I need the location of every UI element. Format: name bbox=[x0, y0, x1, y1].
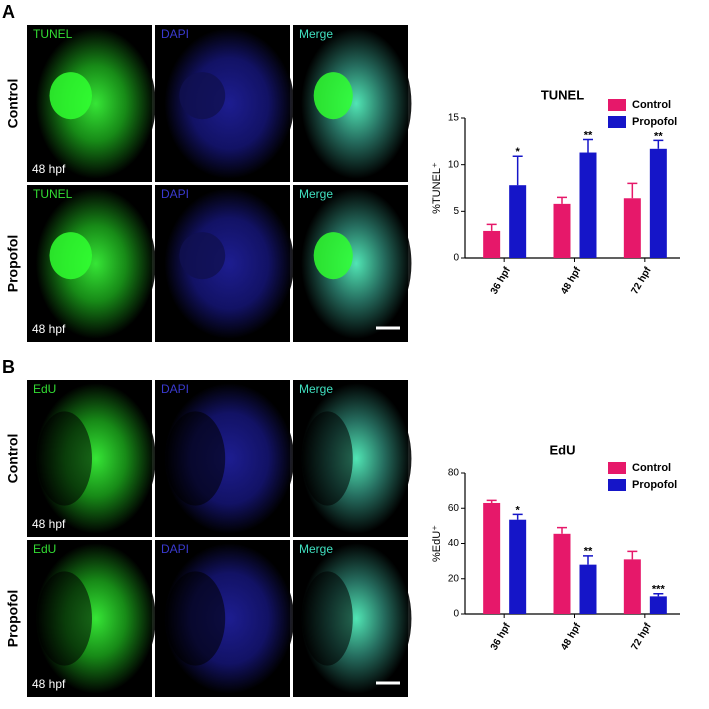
panel-letter: B bbox=[2, 357, 15, 377]
error-bar bbox=[486, 223, 497, 231]
y-tick-label: 80 bbox=[448, 468, 460, 479]
micrograph-lens bbox=[179, 232, 226, 280]
error-bar bbox=[486, 499, 497, 503]
significance-label: ** bbox=[654, 130, 663, 142]
y-tick-label: 40 bbox=[448, 538, 460, 549]
bar bbox=[509, 519, 527, 614]
bar bbox=[649, 596, 667, 614]
micrograph-tissue bbox=[35, 188, 156, 339]
significance-label: ** bbox=[584, 129, 593, 141]
micrograph-lens bbox=[49, 232, 92, 280]
error-bar bbox=[512, 155, 523, 186]
significance-label: * bbox=[516, 504, 521, 516]
image-label: Merge bbox=[299, 187, 333, 201]
stage-label: 48 hpf bbox=[32, 322, 66, 336]
micrograph-tissue bbox=[301, 28, 412, 179]
bar bbox=[553, 533, 571, 614]
error-bar bbox=[653, 592, 664, 597]
image-label: DAPI bbox=[161, 27, 189, 41]
panel-letter: A bbox=[2, 2, 15, 22]
row-label: Propofol bbox=[5, 235, 21, 293]
significance-label: ** bbox=[584, 546, 593, 558]
legend-label: Propofol bbox=[632, 116, 677, 128]
image-label: Merge bbox=[299, 382, 333, 396]
y-tick-label: 0 bbox=[453, 253, 459, 264]
bar bbox=[623, 559, 641, 614]
micrograph-lens bbox=[179, 72, 226, 120]
x-tick-label: 36 hpf bbox=[489, 621, 514, 653]
x-tick-label: 48 hpf bbox=[559, 265, 584, 297]
y-axis-label: %TUNEL⁺ bbox=[431, 162, 443, 214]
error-bar bbox=[557, 196, 567, 204]
stage-label: 48 hpf bbox=[32, 517, 66, 531]
image-label: DAPI bbox=[161, 542, 189, 556]
legend-label: Control bbox=[632, 462, 671, 474]
legend-label: Propofol bbox=[632, 479, 677, 491]
stage-label: 48 hpf bbox=[32, 677, 66, 691]
image-label: DAPI bbox=[161, 382, 189, 396]
micrograph-lens bbox=[49, 72, 92, 120]
row-label: Control bbox=[5, 434, 21, 484]
image-label: DAPI bbox=[161, 187, 189, 201]
chart-title: EdU bbox=[550, 442, 576, 457]
bar bbox=[553, 203, 571, 258]
error-bar bbox=[583, 138, 593, 153]
bar bbox=[483, 502, 501, 614]
y-tick-label: 15 bbox=[448, 113, 460, 124]
error-bar bbox=[653, 139, 664, 149]
chart-title: TUNEL bbox=[541, 87, 584, 102]
bar bbox=[579, 152, 597, 258]
micrograph-tissue bbox=[301, 188, 412, 339]
image-label: TUNEL bbox=[33, 27, 73, 41]
image-label: Merge bbox=[299, 542, 333, 556]
image-label: EdU bbox=[33, 382, 56, 396]
stage-label: 48 hpf bbox=[32, 162, 66, 176]
micrograph-lens bbox=[165, 571, 226, 666]
legend-swatch bbox=[608, 116, 626, 128]
y-tick-label: 60 bbox=[448, 503, 460, 514]
legend-swatch bbox=[608, 479, 626, 491]
x-tick-label: 48 hpf bbox=[559, 621, 584, 653]
bar bbox=[579, 564, 597, 614]
bar bbox=[483, 230, 501, 258]
y-tick-label: 20 bbox=[448, 573, 460, 584]
bar bbox=[509, 185, 527, 258]
y-tick-label: 5 bbox=[453, 206, 459, 217]
micrograph-lens bbox=[313, 232, 353, 280]
micrograph-lens bbox=[313, 72, 353, 120]
legend-swatch bbox=[608, 99, 626, 111]
error-bar bbox=[627, 550, 638, 560]
bar bbox=[623, 198, 641, 258]
micrograph-lens bbox=[37, 411, 92, 506]
micrograph-lens bbox=[37, 571, 92, 666]
micrograph-lens bbox=[165, 411, 226, 506]
significance-label: * bbox=[516, 146, 521, 158]
x-tick-label: 36 hpf bbox=[489, 265, 514, 297]
image-label: Merge bbox=[299, 27, 333, 41]
x-tick-label: 72 hpf bbox=[629, 621, 654, 653]
micrograph-lens bbox=[302, 411, 353, 506]
image-label: TUNEL bbox=[33, 187, 73, 201]
y-axis-label: %EdU⁺ bbox=[431, 525, 443, 562]
row-label: Control bbox=[5, 79, 21, 129]
micrograph-tissue bbox=[35, 28, 156, 179]
error-bar bbox=[583, 555, 593, 565]
error-bar bbox=[512, 513, 523, 520]
micrograph-tissue bbox=[164, 188, 295, 339]
y-tick-label: 0 bbox=[453, 609, 459, 620]
x-tick-label: 72 hpf bbox=[629, 265, 654, 297]
row-label: Propofol bbox=[5, 590, 21, 648]
error-bar bbox=[557, 526, 567, 534]
image-label: EdU bbox=[33, 542, 56, 556]
legend-label: Control bbox=[632, 99, 671, 111]
micrograph-tissue bbox=[164, 28, 295, 179]
bar bbox=[649, 148, 667, 258]
legend-swatch bbox=[608, 462, 626, 474]
y-tick-label: 10 bbox=[448, 159, 460, 170]
error-bar bbox=[627, 182, 638, 199]
significance-label: *** bbox=[652, 584, 666, 596]
micrograph-lens bbox=[302, 571, 353, 666]
